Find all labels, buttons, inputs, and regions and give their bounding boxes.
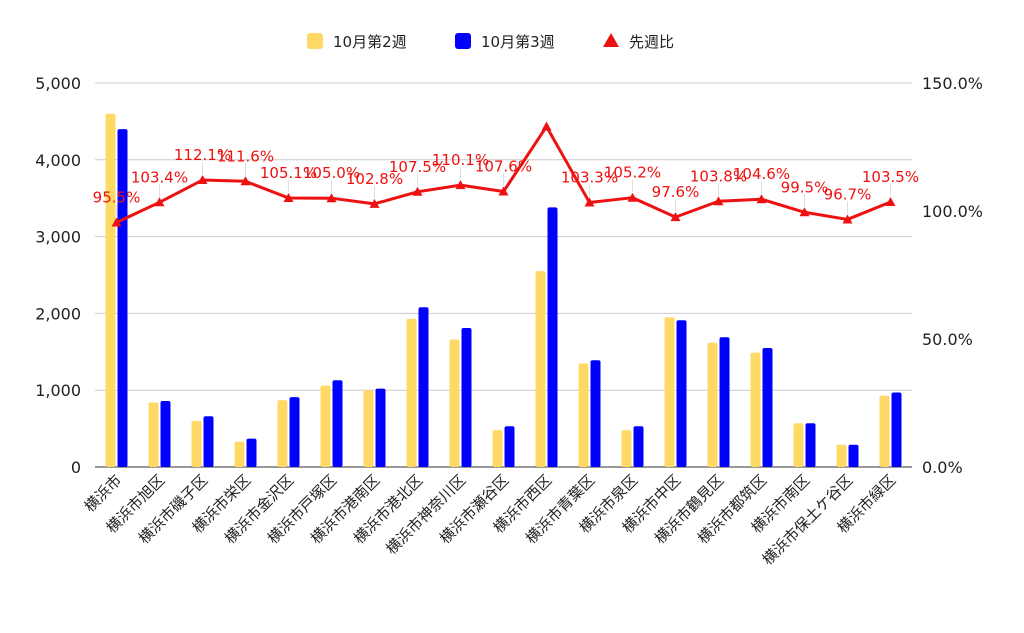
data-label: 103.3%: [561, 169, 618, 187]
line-point: [842, 214, 853, 224]
left-axis-tick: 0: [71, 458, 81, 477]
line-point: [369, 198, 380, 208]
bar: [879, 395, 890, 467]
line-point: [240, 176, 251, 186]
bar: [664, 317, 675, 467]
bar: [320, 385, 331, 467]
bar: [332, 380, 343, 467]
legend-swatch: [455, 33, 471, 49]
line-point: [627, 192, 638, 202]
right-axis-tick: 0.0%: [922, 458, 963, 477]
data-label: 107.6%: [475, 158, 532, 176]
data-label: 105.1%: [260, 164, 317, 182]
legend-swatch: [603, 33, 619, 47]
legend-item: 10月第3週: [455, 33, 555, 51]
bar: [375, 388, 386, 467]
bar: [504, 426, 515, 467]
right-axis-tick: 100.0%: [922, 202, 983, 221]
data-label: 95.5%: [93, 189, 141, 207]
line-point: [111, 217, 122, 227]
legend-label: 10月第2週: [333, 33, 407, 51]
bar: [246, 438, 257, 467]
bar: [363, 390, 374, 467]
bar: [707, 342, 718, 467]
line-point: [885, 197, 896, 207]
bar: [418, 307, 429, 467]
bar: [762, 347, 773, 467]
data-label: 104.6%: [733, 165, 790, 183]
bar: [289, 397, 300, 467]
legend-item: 先週比: [603, 33, 674, 51]
bar: [836, 444, 847, 467]
bar: [449, 339, 460, 467]
data-label: 103.5%: [862, 168, 919, 186]
left-axis-tick: 1,000: [35, 381, 81, 400]
data-label: 96.7%: [824, 185, 872, 203]
bar: [891, 392, 902, 467]
data-label: 112.1%: [174, 146, 231, 164]
data-label: 103.8%: [690, 167, 747, 185]
data-label: 105.2%: [604, 164, 661, 182]
data-label: 103.4%: [131, 168, 188, 186]
data-label: 110.1%: [432, 151, 489, 169]
bar: [719, 337, 730, 467]
line-point: [670, 212, 681, 222]
bar: [547, 207, 558, 467]
bar: [148, 402, 159, 467]
bar: [117, 129, 128, 467]
legend-label: 先週比: [629, 33, 674, 51]
data-label: 99.5%: [781, 178, 829, 196]
bar: [203, 416, 214, 467]
line-point: [498, 186, 509, 196]
legend-label: 10月第3週: [481, 33, 555, 51]
line-point: [455, 180, 466, 190]
legend-item: 10月第2週: [307, 33, 407, 51]
bar: [805, 423, 816, 467]
line-point: [412, 186, 423, 196]
left-axis-tick: 2,000: [35, 304, 81, 323]
bar: [461, 327, 472, 467]
line-point: [756, 194, 767, 204]
line-point: [713, 196, 724, 206]
bar: [633, 426, 644, 467]
bar: [676, 320, 687, 467]
left-axis-tick: 5,000: [35, 74, 81, 93]
left-axis-tick: 3,000: [35, 228, 81, 247]
left-axis-tick: 4,000: [35, 151, 81, 170]
data-label: 107.5%: [389, 158, 446, 176]
line-point: [799, 207, 810, 217]
data-label: 111.6%: [217, 147, 274, 165]
line-point: [584, 197, 595, 207]
line-point: [154, 197, 165, 207]
bar: [492, 430, 503, 467]
right-axis-tick: 50.0%: [922, 330, 973, 349]
bar: [160, 400, 171, 467]
bar: [105, 113, 116, 467]
line-point: [197, 175, 208, 185]
bar: [535, 271, 546, 467]
bar: [191, 420, 202, 467]
bar: [621, 430, 632, 467]
bar: [578, 363, 589, 467]
bar: [277, 400, 288, 467]
bar: [406, 318, 417, 467]
right-axis-tick: 150.0%: [922, 74, 983, 93]
bar: [750, 352, 761, 467]
line-point: [326, 193, 337, 203]
line-point: [541, 121, 552, 131]
legend-swatch: [307, 33, 323, 49]
data-label: 97.6%: [652, 183, 700, 201]
bar: [848, 444, 859, 467]
data-label: 105.0%: [303, 164, 360, 182]
data-label: 102.8%: [346, 170, 403, 188]
line-point: [283, 192, 294, 202]
bar: [234, 441, 245, 467]
bar: [590, 360, 601, 467]
bar: [793, 423, 804, 467]
